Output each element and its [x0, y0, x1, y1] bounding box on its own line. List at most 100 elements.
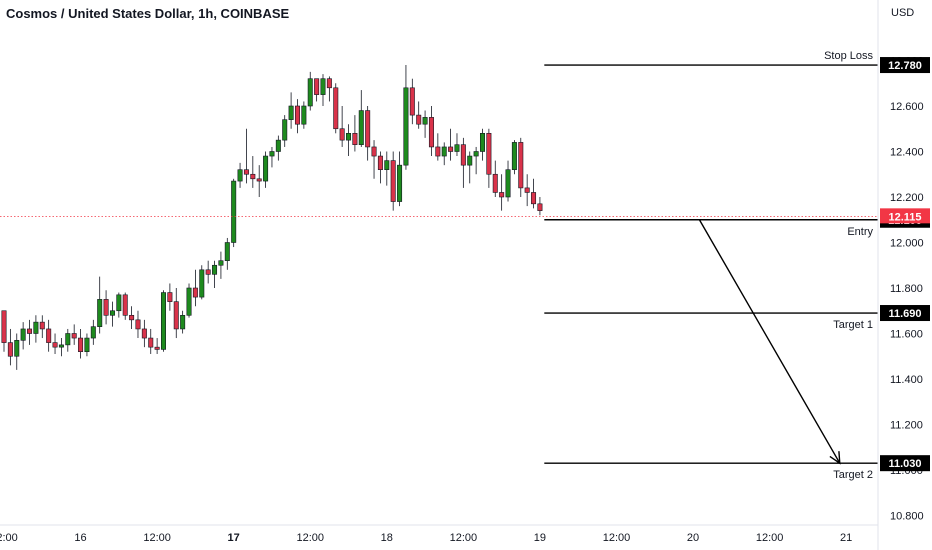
level-price-tag [880, 57, 930, 74]
current-price-tag-text: 12.115 [888, 211, 921, 223]
candle-body [294, 105, 300, 125]
candle-body [448, 146, 454, 152]
price-tick-label: 10.800 [890, 511, 924, 523]
candle-body [52, 342, 58, 348]
time-tick-label: 17 [228, 532, 240, 544]
time-tick-label: 18 [381, 532, 393, 544]
candle-body [39, 321, 45, 330]
candle-body [71, 333, 77, 339]
price-tick-label: 11.600 [890, 329, 923, 341]
level-label: Target 1 [833, 319, 873, 331]
candle-body [307, 78, 313, 107]
candle-body [499, 192, 505, 198]
candle-body [422, 117, 428, 125]
candle-body [33, 321, 39, 334]
level-label: Target 2 [833, 469, 873, 481]
candle-body [428, 117, 434, 148]
candle-body [180, 314, 186, 330]
candle-body [148, 337, 154, 348]
candles-layer [1, 65, 543, 370]
candle-body [90, 326, 96, 339]
candle-body [237, 169, 243, 182]
candle-body [212, 264, 218, 275]
candle-body [301, 105, 307, 125]
time-tick-label: 16 [74, 532, 86, 544]
candle-body [352, 133, 358, 145]
candle-body [505, 169, 511, 198]
price-tick-label: 11.200 [890, 420, 923, 432]
time-tick-label: 12:00 [0, 532, 18, 544]
candle-body [192, 287, 198, 298]
candle-body [365, 110, 371, 148]
candle-body [65, 333, 71, 346]
candle-body [122, 294, 128, 316]
candle-body [97, 299, 103, 327]
candle-body [403, 87, 409, 166]
candle-body [537, 203, 543, 211]
candle-body [492, 173, 498, 193]
levels-layer: Stop Loss Entry Target 1 Target 2 [0, 50, 878, 481]
candle-body [397, 164, 403, 202]
candle-body [435, 146, 441, 157]
level-price-tag-text: 11.030 [888, 458, 921, 470]
candle-body [339, 128, 345, 141]
level-price-tag [880, 455, 930, 472]
level-label: Entry [847, 226, 873, 238]
chart-title: Cosmos / United States Dollar, 1h, COINB… [6, 6, 290, 21]
candle-body [129, 314, 135, 321]
candle-body [384, 160, 390, 171]
candle-body [377, 155, 383, 171]
candle-body [7, 342, 13, 357]
candle-body [154, 346, 160, 350]
candle-body [460, 144, 466, 166]
candle-body [161, 292, 167, 350]
candle-body [282, 119, 288, 141]
time-tick-label: 12:00 [756, 532, 784, 544]
candle-body [116, 294, 122, 312]
current-price-tag [880, 208, 930, 224]
candle-body [371, 146, 377, 157]
level-price-tag-text: 11.690 [888, 308, 921, 320]
arrow-shaft [698, 219, 841, 464]
price-tick-label: 12.000 [890, 238, 924, 250]
candle-body [141, 328, 147, 339]
candle-body [358, 110, 364, 145]
candle-body [416, 114, 422, 125]
candle-body [326, 78, 332, 89]
candle-body [486, 133, 492, 175]
candle-body [20, 328, 26, 341]
candle-body [263, 155, 269, 182]
price-tick-label: 12.600 [890, 101, 924, 113]
candle-body [479, 133, 485, 152]
currency-label: USD [891, 7, 915, 19]
candle-body [524, 187, 530, 193]
price-tick-label: 11.800 [890, 283, 923, 295]
time-axis[interactable]: 12:00 16 12:00 17 12:00 18 12:00 19 12:00 20 12:00… [0, 524, 878, 544]
candle-body [467, 155, 473, 166]
price-tick-label: 12.400 [890, 147, 924, 159]
candle-body [84, 337, 90, 352]
candle-body [46, 328, 52, 343]
candle-body [511, 142, 517, 170]
candle-body [199, 269, 205, 298]
candle-body [218, 260, 224, 266]
candle-body [441, 146, 447, 157]
time-tick-label: 12:00 [603, 532, 631, 544]
candle-body [1, 310, 7, 343]
candle-body [186, 287, 192, 316]
candle-body [320, 78, 326, 95]
candle-body [531, 192, 537, 205]
level-price-tag [880, 305, 930, 322]
candle-body [231, 180, 237, 243]
level-label: Stop Loss [824, 50, 873, 62]
candle-body [58, 344, 64, 348]
candle-body [27, 328, 33, 334]
candle-body [256, 178, 262, 182]
time-tick-label: 12:00 [296, 532, 324, 544]
price-tick-label: 11.400 [890, 374, 923, 386]
candle-body [205, 269, 211, 275]
candle-body [224, 242, 230, 262]
time-tick-label: 12:00 [450, 532, 478, 544]
